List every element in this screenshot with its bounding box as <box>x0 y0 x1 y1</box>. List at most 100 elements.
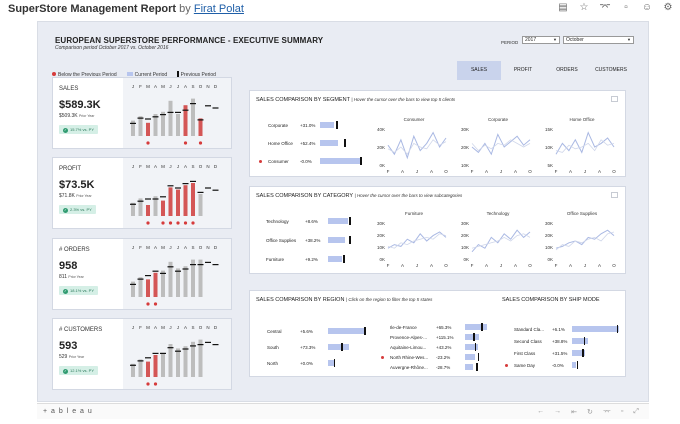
month-bar[interactable] <box>191 98 195 136</box>
month-bar[interactable] <box>191 183 195 216</box>
row-bar[interactable] <box>465 334 480 340</box>
share-view-icon[interactable]: ▤ <box>558 2 568 13</box>
row-bar[interactable] <box>328 218 348 224</box>
month-bar[interactable] <box>176 348 180 377</box>
row-bar[interactable] <box>320 158 360 164</box>
current-line[interactable] <box>555 131 615 155</box>
month-bar[interactable] <box>161 270 165 297</box>
month-bar[interactable] <box>161 200 165 216</box>
month-bar[interactable] <box>138 116 143 136</box>
row-bar[interactable] <box>465 364 473 370</box>
row-bar[interactable] <box>572 326 619 332</box>
month-bar[interactable] <box>198 259 203 297</box>
comment-icon[interactable]: ▫ <box>620 408 624 415</box>
row-bar[interactable] <box>465 344 478 350</box>
month-label: D <box>214 164 218 169</box>
month-bar[interactable] <box>138 198 143 216</box>
previous-line[interactable] <box>387 233 447 249</box>
month-bar[interactable] <box>198 339 203 377</box>
row-bar[interactable] <box>320 122 334 128</box>
previous-line[interactable] <box>471 139 531 152</box>
row-bar[interactable] <box>465 324 488 330</box>
month-bar[interactable] <box>131 120 135 136</box>
month-bar[interactable] <box>176 268 180 297</box>
previous-line[interactable] <box>555 139 615 153</box>
year-select[interactable]: 2017 ▼ <box>522 36 560 44</box>
month-bar[interactable] <box>183 266 188 297</box>
month-bar[interactable] <box>168 344 173 377</box>
month-bar[interactable] <box>161 352 165 377</box>
month-bar[interactable] <box>146 361 150 377</box>
row-bar[interactable] <box>328 256 342 262</box>
month-bar[interactable] <box>191 259 195 297</box>
redo-icon[interactable]: → <box>554 408 562 415</box>
row-bar[interactable] <box>328 328 366 334</box>
row-bar[interactable] <box>320 140 338 146</box>
dashboard-subtitle: Comparison period October 2017 vs. Octob… <box>55 45 169 51</box>
month-bar[interactable] <box>161 111 165 136</box>
month-bar[interactable] <box>153 196 158 216</box>
undo-icon[interactable]: ← <box>537 408 545 415</box>
month-bar[interactable] <box>176 189 180 216</box>
month-bar[interactable] <box>131 363 135 377</box>
month-bar[interactable] <box>191 341 195 377</box>
tab-sales[interactable]: SALES <box>457 61 501 80</box>
month-bar[interactable] <box>138 359 143 377</box>
month-select[interactable]: October ▼ <box>563 36 634 44</box>
row-bar[interactable] <box>572 362 576 368</box>
month-bar[interactable] <box>168 187 173 216</box>
month-bar[interactable] <box>183 105 188 136</box>
month-bar[interactable] <box>168 261 173 297</box>
settings-icon[interactable]: ⚙ <box>663 2 673 13</box>
month-bar[interactable] <box>183 346 188 377</box>
row-bar[interactable] <box>328 237 345 243</box>
star-icon[interactable]: ☆ <box>579 2 589 13</box>
previous-line[interactable] <box>555 231 615 251</box>
month-bar[interactable] <box>146 205 150 216</box>
month-bar[interactable] <box>153 114 158 136</box>
month-bar[interactable] <box>198 194 203 216</box>
month-bar[interactable] <box>153 272 158 297</box>
row-bar[interactable] <box>572 350 586 356</box>
row-bar[interactable] <box>328 344 349 350</box>
month-bar[interactable] <box>146 122 150 136</box>
revert-icon[interactable]: ⇤ <box>571 409 577 416</box>
month-bar[interactable] <box>183 185 188 216</box>
previous-line[interactable] <box>387 139 447 155</box>
row-pct: +115.1% <box>436 335 454 340</box>
row-label: North Rhine-Wes... <box>390 355 429 360</box>
month-bar[interactable] <box>146 279 150 297</box>
row-bar[interactable] <box>328 360 334 366</box>
author-link[interactable]: Firat Polat <box>193 3 244 15</box>
month-bar[interactable] <box>168 100 173 136</box>
current-line[interactable] <box>387 131 447 160</box>
month-bar[interactable] <box>138 277 143 297</box>
month-bar[interactable] <box>131 281 135 297</box>
refresh-icon[interactable]: ↻ <box>586 409 593 416</box>
current-line[interactable] <box>471 229 531 253</box>
previous-line[interactable] <box>471 233 531 249</box>
expand-icon[interactable] <box>611 192 618 198</box>
month-bar[interactable] <box>176 114 180 136</box>
row-bar[interactable] <box>465 354 475 360</box>
month-bar[interactable] <box>131 202 135 216</box>
share-icon[interactable]: ⌤ <box>602 409 611 416</box>
fullscreen-icon[interactable]: ⤢ <box>633 408 639 415</box>
expand-icon[interactable] <box>611 96 618 102</box>
tab-profit[interactable]: PROFIT <box>513 67 533 73</box>
tableau-logo[interactable]: + a b l e a u <box>43 408 93 415</box>
tab-orders[interactable]: ORDERS <box>556 67 578 73</box>
comment-icon[interactable]: ▫ <box>624 2 628 13</box>
month-bar[interactable] <box>198 118 203 136</box>
tab-customers[interactable]: CUSTOMERS <box>595 67 627 73</box>
month-bar[interactable] <box>153 355 158 377</box>
row-bar[interactable] <box>572 338 589 344</box>
share-icon[interactable]: ⌤ <box>599 2 611 13</box>
user-icon[interactable]: ☺ <box>641 2 653 13</box>
